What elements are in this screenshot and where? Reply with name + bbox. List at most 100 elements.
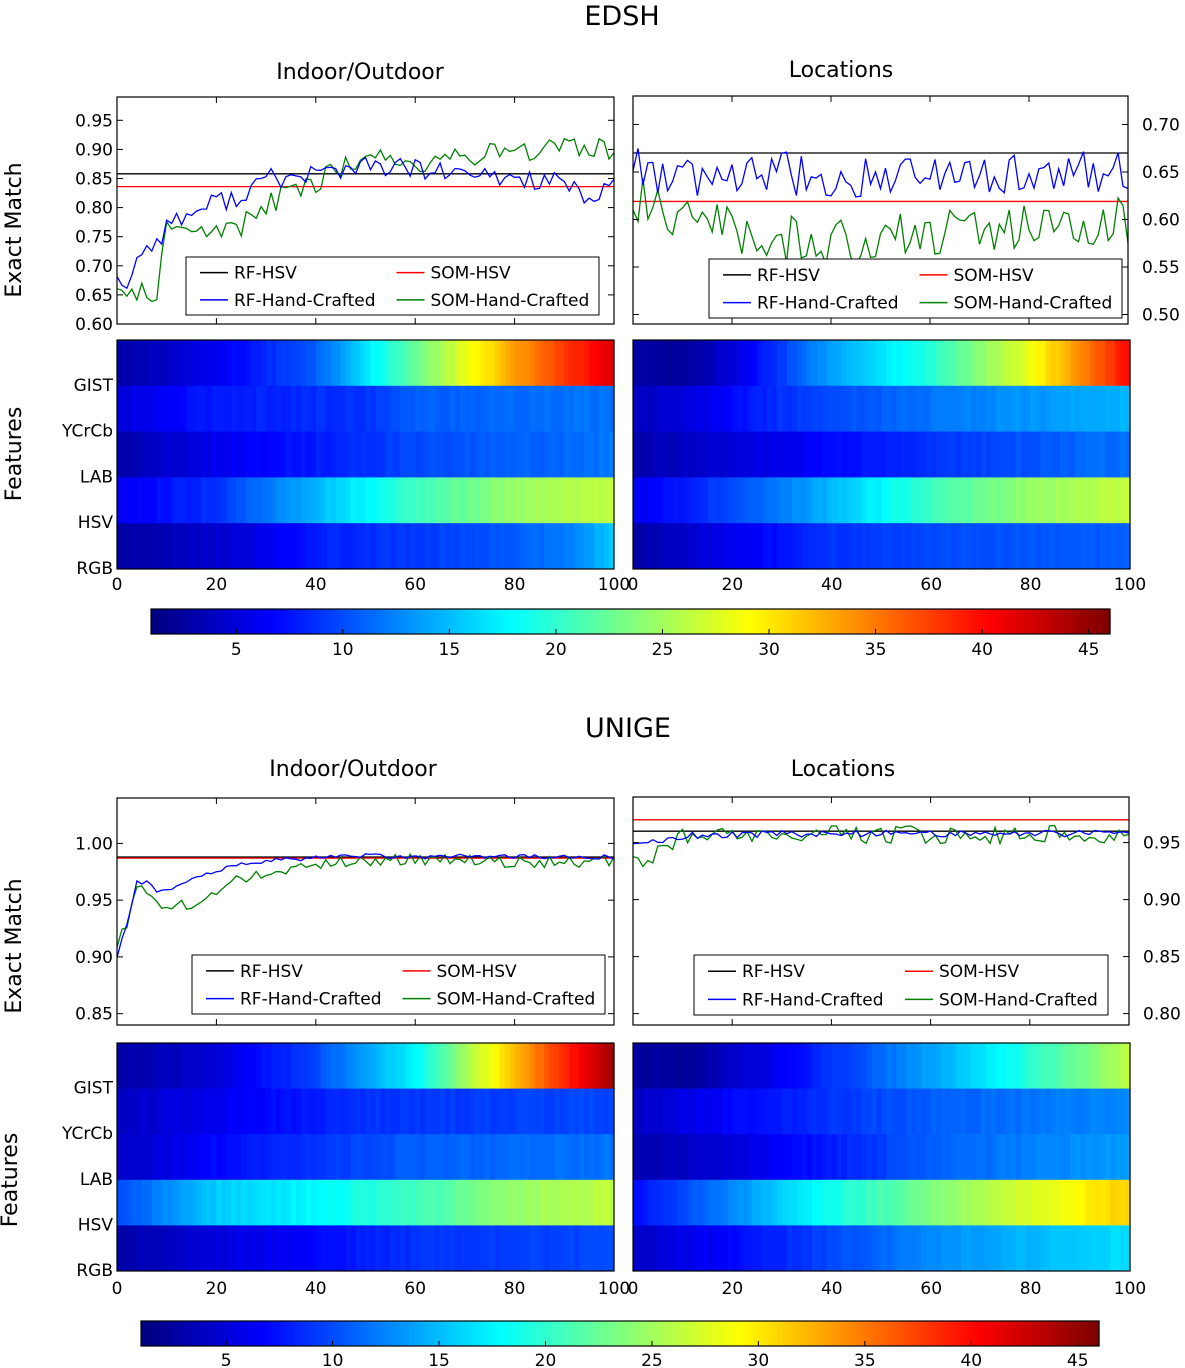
heat-cell	[1005, 340, 1012, 387]
heat-cell	[906, 1088, 912, 1135]
heat-cell	[881, 1088, 888, 1135]
colorbar-cell	[347, 609, 353, 634]
heat-cell	[871, 477, 878, 524]
heat-cell	[782, 1225, 788, 1272]
colorbar-cell	[587, 609, 593, 634]
heat-cell	[851, 1179, 858, 1226]
heat-cell	[1005, 385, 1012, 433]
colorbar-cell	[921, 1321, 928, 1346]
colorbar-cell	[476, 1321, 482, 1346]
heat-cell	[221, 1088, 227, 1135]
colorbar-cell	[946, 609, 953, 634]
heat-cell	[1120, 340, 1126, 387]
heat-cell	[906, 523, 912, 570]
heat-cell	[420, 340, 426, 387]
heat-cell	[1005, 1088, 1012, 1135]
heat-cell	[201, 1043, 208, 1090]
heat-cell	[891, 1225, 898, 1272]
heat-cell	[161, 1134, 168, 1181]
heat-cell	[216, 1088, 222, 1135]
heat-cell	[682, 1225, 689, 1272]
heat-cell	[574, 1134, 580, 1181]
heat-cell	[151, 1088, 158, 1135]
heat-cell	[350, 1225, 357, 1272]
heat-cell	[479, 1043, 486, 1090]
heat-cell	[519, 1179, 526, 1226]
heat-cell	[896, 1134, 902, 1181]
heat-cell	[970, 523, 977, 570]
heat-cell	[702, 1043, 709, 1090]
heat-cell	[990, 340, 997, 387]
heat-cell	[831, 1134, 838, 1181]
heat-cell	[1110, 340, 1116, 387]
heat-cell	[633, 1225, 639, 1272]
heat-cell	[271, 431, 277, 478]
colorbar-cell	[394, 1321, 401, 1346]
colorbar-cell	[835, 1321, 841, 1346]
heat-cell	[762, 523, 768, 570]
heat-cell	[335, 1134, 342, 1181]
heat-cell	[672, 1225, 679, 1272]
heat-cell	[965, 477, 972, 524]
heat-cell	[831, 523, 838, 570]
heat-cell	[201, 1088, 208, 1135]
colorbar-cell	[677, 1321, 683, 1346]
heat-cell	[589, 385, 595, 433]
heat-cell	[1025, 385, 1032, 433]
colorbar-cell	[778, 1321, 784, 1346]
heat-cell	[325, 1225, 332, 1272]
colorbar-cell	[332, 1321, 338, 1346]
heat-cell	[226, 523, 232, 570]
heat-cell	[826, 385, 833, 433]
heat-cell	[489, 1134, 496, 1181]
heat-cell	[231, 340, 237, 387]
heat-cell	[811, 431, 818, 478]
heat-cell	[554, 1179, 560, 1226]
heat-cell	[420, 1043, 426, 1090]
heat-cell	[136, 523, 143, 570]
heat-cell	[911, 477, 917, 524]
heat-cell	[459, 1225, 466, 1272]
heat-cell	[712, 523, 719, 570]
heat-cell	[489, 1225, 496, 1272]
heat-cell	[609, 340, 615, 387]
heat-cell	[851, 477, 858, 524]
heat-cell	[579, 523, 585, 570]
heat-cell	[956, 1179, 962, 1226]
heat-cell	[410, 1043, 416, 1090]
heat-cell	[449, 1179, 456, 1226]
heat-cell	[836, 385, 843, 433]
heat-cell	[604, 1179, 610, 1226]
heat-cell	[544, 1088, 550, 1135]
heat-cell	[156, 523, 163, 570]
heat-cell	[677, 385, 684, 433]
heat-cell	[712, 477, 719, 524]
heat-cell	[787, 1088, 793, 1135]
heat-cell	[1095, 431, 1101, 478]
heat-cell	[499, 1088, 506, 1135]
heat-cell	[767, 477, 773, 524]
heat-cell	[504, 1134, 511, 1181]
heat-cell	[405, 1043, 411, 1090]
series-som-hand-crafted	[633, 178, 1128, 267]
heat-cell	[365, 1088, 372, 1135]
heat-cell	[861, 1043, 868, 1090]
heat-cell	[141, 385, 148, 433]
colorbar-tick-label: 5	[221, 1351, 232, 1368]
heat-cell	[637, 431, 644, 478]
heat-cell	[385, 1225, 391, 1272]
heat-cell	[266, 523, 272, 570]
heat-cell	[856, 1179, 863, 1226]
colorbar-cell	[514, 1321, 521, 1346]
heat-cell	[891, 340, 898, 387]
colorbar-cell	[787, 1321, 794, 1346]
colorbar-cell	[509, 1321, 516, 1346]
heat-cell	[985, 340, 992, 387]
colorbar-cell	[361, 609, 368, 634]
heat-cell	[121, 340, 128, 387]
colorbar-cell	[471, 1321, 477, 1346]
heat-cell	[692, 1225, 699, 1272]
heat-cell	[310, 1134, 317, 1181]
heat-cell	[559, 477, 565, 524]
heat-cell	[261, 1134, 267, 1181]
